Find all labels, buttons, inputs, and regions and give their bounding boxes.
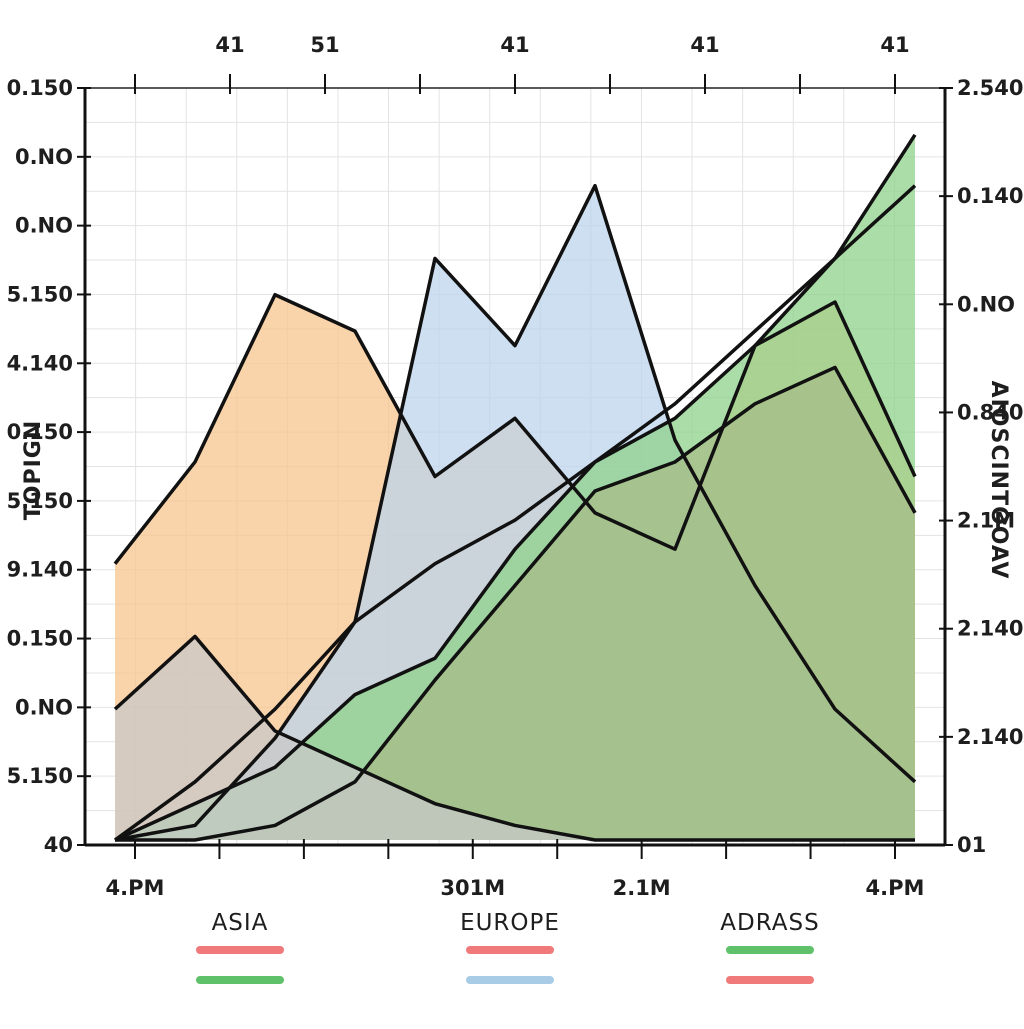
y-tick-label-right: 2.540 <box>957 76 1023 100</box>
y-tick-label-left: 5.150 <box>7 764 73 788</box>
y-tick-label-left: 4.140 <box>7 351 73 375</box>
y-tick-label-left: 0.150 <box>7 76 73 100</box>
x-tick-label-top: 51 <box>310 33 339 57</box>
x-tick-label-bottom: 4.PM <box>866 876 925 900</box>
y-tick-label-right: 0.NO <box>957 292 1015 316</box>
y-tick-label-left: 0.150 <box>7 627 73 651</box>
y-tick-label-left: 0.NO <box>15 695 73 719</box>
y-tick-label-left: 5.150 <box>7 282 73 306</box>
x-tick-label-top: 41 <box>215 33 244 57</box>
legend: ASIA EUROPE ADRASS <box>200 910 820 980</box>
y-tick-label-left: 40 <box>44 833 73 857</box>
area-series-group <box>115 135 915 840</box>
x-tick-label-top: 41 <box>500 33 529 57</box>
legend-label: EUROPE <box>460 910 560 936</box>
x-tick-label-top: 41 <box>690 33 719 57</box>
y-tick-label-right: 01 <box>957 833 986 857</box>
y2-axis-title: AIOSCINTOOAV <box>986 381 1011 580</box>
legend-label: ASIA <box>212 910 269 936</box>
y-tick-label-right: 2.140 <box>957 725 1023 749</box>
y-tick-label-right: 2.140 <box>957 617 1023 641</box>
x-tick-label-top: 41 <box>880 33 909 57</box>
y-tick-label-left: 0.NO <box>15 214 73 238</box>
y-tick-label-left: 9.140 <box>7 558 73 582</box>
x-tick-label-bottom: 2.1M <box>613 876 671 900</box>
y-tick-label-right: 0.140 <box>957 184 1023 208</box>
x-tick-label-bottom: 301M <box>440 876 505 900</box>
y-axis-title: TOPIGN <box>21 420 46 521</box>
legend-label: ADRASS <box>720 910 819 936</box>
x-tick-label-bottom: 4.PM <box>106 876 165 900</box>
y-tick-label-left: 0.NO <box>15 145 73 169</box>
